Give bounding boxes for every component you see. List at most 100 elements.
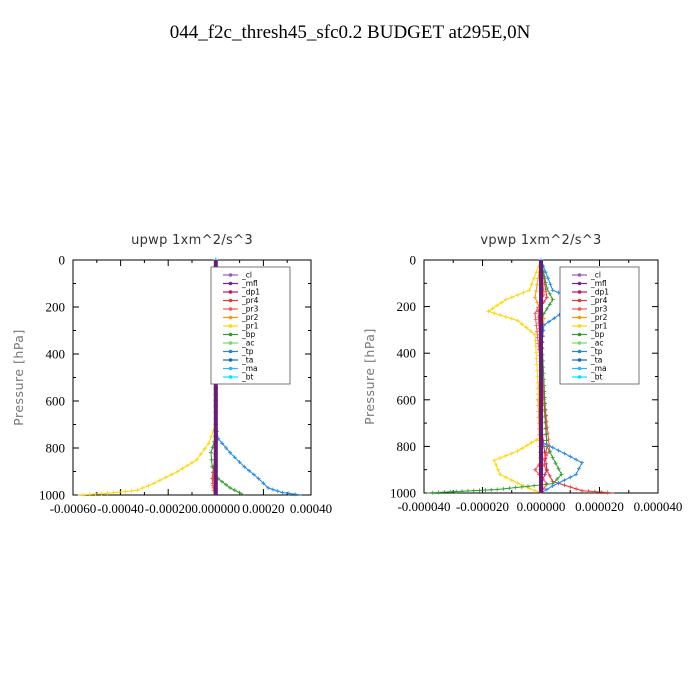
data-point xyxy=(546,276,550,281)
data-point xyxy=(562,483,567,488)
data-point xyxy=(548,282,553,287)
y-axis-label: Pressure [hPa] xyxy=(362,328,377,425)
data-point xyxy=(533,317,538,322)
legend-marker xyxy=(228,298,233,303)
data-point xyxy=(535,300,540,305)
data-point xyxy=(547,319,551,324)
data-point xyxy=(605,490,610,495)
data-point xyxy=(198,452,203,457)
data-point xyxy=(543,407,548,412)
data-point xyxy=(544,468,549,473)
legend-label: _ta xyxy=(590,356,602,365)
data-point xyxy=(242,464,247,469)
x-tick-label: 0.000000 xyxy=(517,499,566,514)
legend-label: _ac xyxy=(590,339,603,348)
legend-label: _pr2 xyxy=(590,313,608,322)
x-tick-label: -0.00060 xyxy=(50,501,97,516)
legend-marker xyxy=(577,375,582,379)
data-point xyxy=(544,286,549,290)
data-point xyxy=(275,489,280,494)
data-point xyxy=(430,490,435,495)
data-point xyxy=(550,288,555,293)
data-point xyxy=(503,475,508,480)
data-point xyxy=(185,463,190,468)
data-point xyxy=(535,374,540,379)
data-point xyxy=(163,475,168,480)
data-point xyxy=(544,438,549,443)
data-point xyxy=(169,472,174,477)
data-point xyxy=(556,481,561,486)
series-pr1 xyxy=(486,258,543,494)
data-point xyxy=(471,488,476,493)
data-point xyxy=(550,455,555,460)
data-point xyxy=(533,338,538,343)
y-tick-label: 800 xyxy=(397,439,417,454)
legend-marker xyxy=(577,358,582,362)
legend-marker xyxy=(228,358,233,362)
series-line xyxy=(487,259,542,494)
data-point xyxy=(280,490,285,495)
data-point xyxy=(544,487,549,492)
data-point xyxy=(519,484,524,489)
data-point xyxy=(555,477,560,481)
legend-marker xyxy=(577,341,582,345)
data-point xyxy=(574,457,579,462)
x-tick-label: 0.000040 xyxy=(634,499,683,514)
data-point xyxy=(599,490,604,495)
legend: _cl_mfl_dp1_pr4_pr3_pr2_pr1_bp_ac_tp_ta_… xyxy=(559,266,640,385)
legend-marker xyxy=(228,307,233,311)
data-point xyxy=(194,457,199,462)
data-point xyxy=(237,460,242,465)
legend-marker xyxy=(228,366,233,371)
data-point xyxy=(270,487,275,492)
data-point xyxy=(93,492,98,497)
data-point xyxy=(210,464,215,469)
data-point xyxy=(498,472,503,477)
legend-label: _bp xyxy=(590,330,605,339)
data-point xyxy=(543,280,548,285)
data-point xyxy=(527,288,532,293)
data-point xyxy=(81,492,86,497)
data-point xyxy=(209,457,214,462)
legend-label: _tp xyxy=(590,347,603,356)
chart-title: upwp 1xm^2/s^3 xyxy=(131,233,253,248)
y-tick-label: 600 xyxy=(397,392,417,407)
y-tick-label: 400 xyxy=(397,346,417,361)
data-point xyxy=(261,481,266,486)
legend-marker xyxy=(577,349,582,354)
data-point xyxy=(535,368,540,373)
data-point xyxy=(574,486,579,491)
x-tick-label: 0.00020 xyxy=(242,501,284,516)
data-point xyxy=(543,289,548,294)
data-point xyxy=(556,466,561,471)
data-point xyxy=(483,488,488,493)
data-point xyxy=(526,484,530,489)
data-point xyxy=(533,467,538,472)
x-tick-label: 0.000020 xyxy=(575,499,624,514)
data-point xyxy=(87,492,92,497)
data-point xyxy=(534,289,539,294)
data-point xyxy=(224,482,229,487)
data-point xyxy=(568,475,573,480)
data-point xyxy=(542,395,547,400)
data-point xyxy=(117,490,122,495)
data-point xyxy=(220,479,225,484)
chart-1: upwp 1xm^2/s^3 Pressure [hPa] 0 200 400 600 80… xyxy=(11,233,332,516)
y-tick-label: 400 xyxy=(46,347,66,362)
data-point xyxy=(534,362,539,367)
data-point xyxy=(99,491,104,496)
data-point xyxy=(454,489,459,494)
data-point xyxy=(534,437,539,442)
data-point xyxy=(533,295,538,300)
y-tick-label: 1000 xyxy=(390,486,416,501)
data-point xyxy=(580,488,584,493)
data-point xyxy=(492,311,497,316)
data-point xyxy=(105,491,110,496)
legend-marker xyxy=(228,324,233,328)
data-point xyxy=(544,432,549,437)
legend-label: _pr4 xyxy=(590,296,608,305)
legend-marker xyxy=(577,315,582,320)
data-point xyxy=(495,487,500,492)
data-point xyxy=(515,293,520,297)
data-point xyxy=(146,483,151,488)
